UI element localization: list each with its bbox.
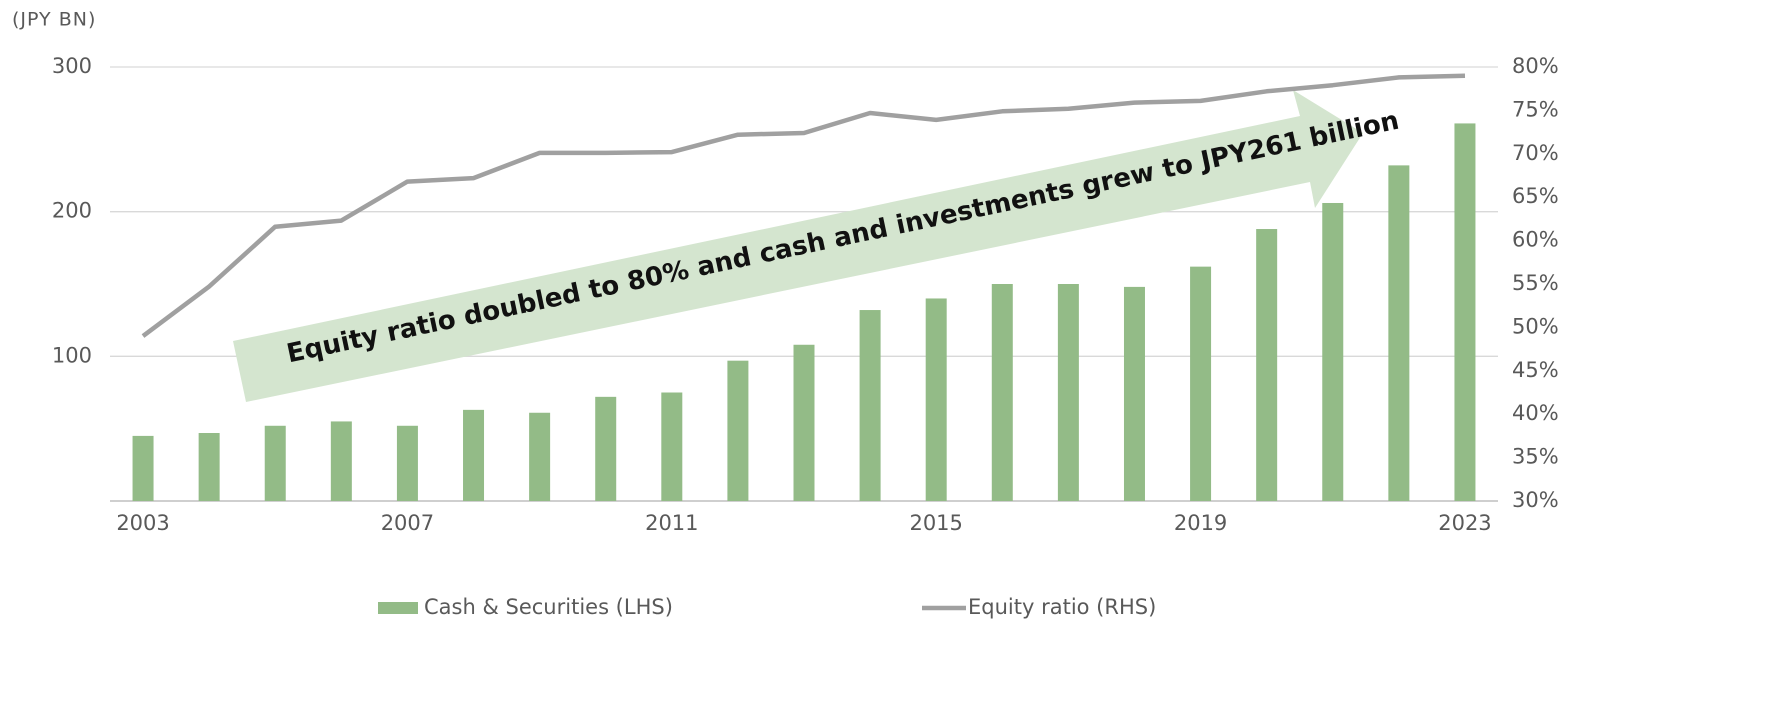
bar bbox=[727, 360, 749, 501]
bar bbox=[1256, 229, 1278, 501]
y-tick-label: 100 bbox=[52, 343, 92, 367]
bar bbox=[925, 298, 947, 501]
annotation-group: Equity ratio doubled to 80% and cash and… bbox=[233, 90, 1402, 402]
y2-tick-label: 40% bbox=[1512, 401, 1559, 425]
bar bbox=[198, 433, 220, 501]
bar bbox=[396, 425, 418, 501]
x-tick-label: 2011 bbox=[645, 511, 698, 535]
y2-tick-label: 50% bbox=[1512, 314, 1559, 338]
y-tick-label: 300 bbox=[52, 54, 92, 78]
bar bbox=[1123, 286, 1145, 501]
y2-tick-label: 60% bbox=[1512, 228, 1559, 252]
legend-label: Equity ratio (RHS) bbox=[968, 595, 1156, 619]
annotation-arrow bbox=[233, 90, 1363, 402]
bar bbox=[1454, 123, 1476, 502]
line bbox=[141, 73, 1466, 338]
bar bbox=[529, 412, 551, 501]
y2-tick-label: 70% bbox=[1512, 141, 1559, 165]
bar bbox=[859, 310, 881, 501]
bar bbox=[330, 421, 352, 501]
bar bbox=[1388, 165, 1410, 501]
y2-tick-label: 80% bbox=[1512, 54, 1559, 78]
x-tick-label: 2019 bbox=[1174, 511, 1227, 535]
x-tick-label: 2015 bbox=[909, 511, 962, 535]
y2-tick-label: 75% bbox=[1512, 97, 1559, 121]
bar bbox=[793, 344, 815, 501]
bar bbox=[132, 435, 154, 501]
unit-label: (JPY BN) bbox=[12, 9, 96, 31]
bar bbox=[1190, 266, 1212, 501]
bar bbox=[264, 425, 286, 501]
y2-tick-label: 65% bbox=[1512, 184, 1559, 208]
x-tick-label: 2023 bbox=[1438, 511, 1491, 535]
bar bbox=[595, 396, 617, 501]
x-tick-label: 2007 bbox=[381, 511, 434, 535]
y2-tick-label: 55% bbox=[1512, 271, 1559, 295]
legend-label: Cash & Securities (LHS) bbox=[424, 595, 673, 619]
bar bbox=[991, 284, 1013, 501]
y2-tick-label: 30% bbox=[1512, 488, 1559, 512]
x-tick-label: 2003 bbox=[116, 511, 169, 535]
bar bbox=[1057, 284, 1079, 501]
annotation: Equity ratio doubled to 80% and cash and… bbox=[284, 106, 1402, 370]
bar bbox=[463, 409, 485, 501]
legend-swatch bbox=[378, 602, 418, 614]
bar bbox=[1322, 202, 1344, 501]
y2-tick-label: 35% bbox=[1512, 445, 1559, 469]
bar bbox=[661, 392, 683, 501]
y-tick-label: 200 bbox=[52, 199, 92, 223]
y2-tick-label: 45% bbox=[1512, 358, 1559, 382]
